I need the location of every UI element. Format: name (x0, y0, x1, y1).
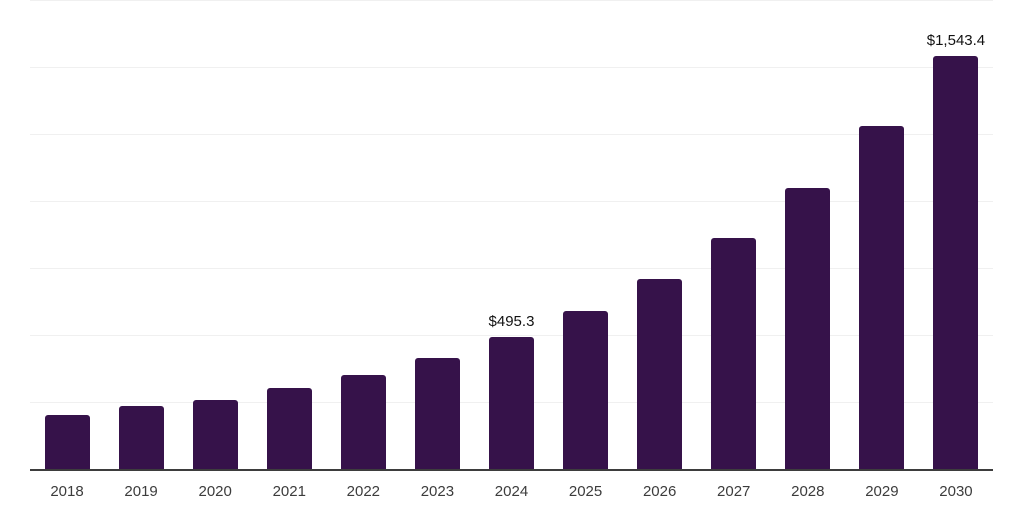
plot-area: $495.3 $1,543.4 (30, 0, 993, 470)
bar-2018 (44, 414, 90, 470)
x-axis-tick-labels: 2018 2019 2020 2021 2022 2023 2024 2025 2026 2027… (30, 484, 993, 504)
x-tick-label-2023: 2023 (420, 483, 455, 500)
bar-2022 (340, 374, 386, 470)
x-tick-label-2022: 2022 (346, 483, 381, 500)
x-axis-line (30, 469, 993, 471)
x-tick-label-2026: 2026 (642, 483, 677, 500)
x-tick-label-2027: 2027 (717, 483, 751, 500)
bar-2025 (563, 310, 609, 470)
gridline-1000 (30, 201, 993, 202)
gridline-750 (30, 268, 993, 269)
bar-value-label-2024: $495.3 (488, 313, 535, 331)
gridline-1500 (30, 67, 993, 68)
bar-2019 (118, 405, 164, 470)
bar-2024 (489, 337, 534, 470)
gridline-1750 (30, 0, 993, 1)
gridline-500 (30, 335, 993, 336)
x-tick-label-2029: 2029 (865, 483, 899, 500)
bar-value-label-2030: $1,543.4 (926, 32, 986, 50)
x-tick-label-2021: 2021 (272, 483, 306, 500)
bar-2026 (637, 278, 683, 470)
x-tick-label-2030: 2030 (939, 483, 973, 500)
x-tick-label-2024: 2024 (494, 483, 529, 500)
bar-2028 (785, 188, 831, 470)
x-tick-label-2028: 2028 (791, 483, 825, 500)
bar-2029 (859, 126, 905, 470)
bar-2020 (192, 400, 238, 470)
x-tick-label-2025: 2025 (568, 483, 603, 500)
x-tick-label-2018: 2018 (50, 483, 84, 500)
bar-2021 (266, 387, 312, 470)
gridline-1250 (30, 134, 993, 135)
x-tick-label-2020: 2020 (198, 483, 232, 500)
bar-2030 (933, 56, 979, 470)
bar-2023 (414, 358, 460, 470)
bar-2027 (711, 238, 757, 470)
x-tick-label-2019: 2019 (124, 483, 158, 500)
